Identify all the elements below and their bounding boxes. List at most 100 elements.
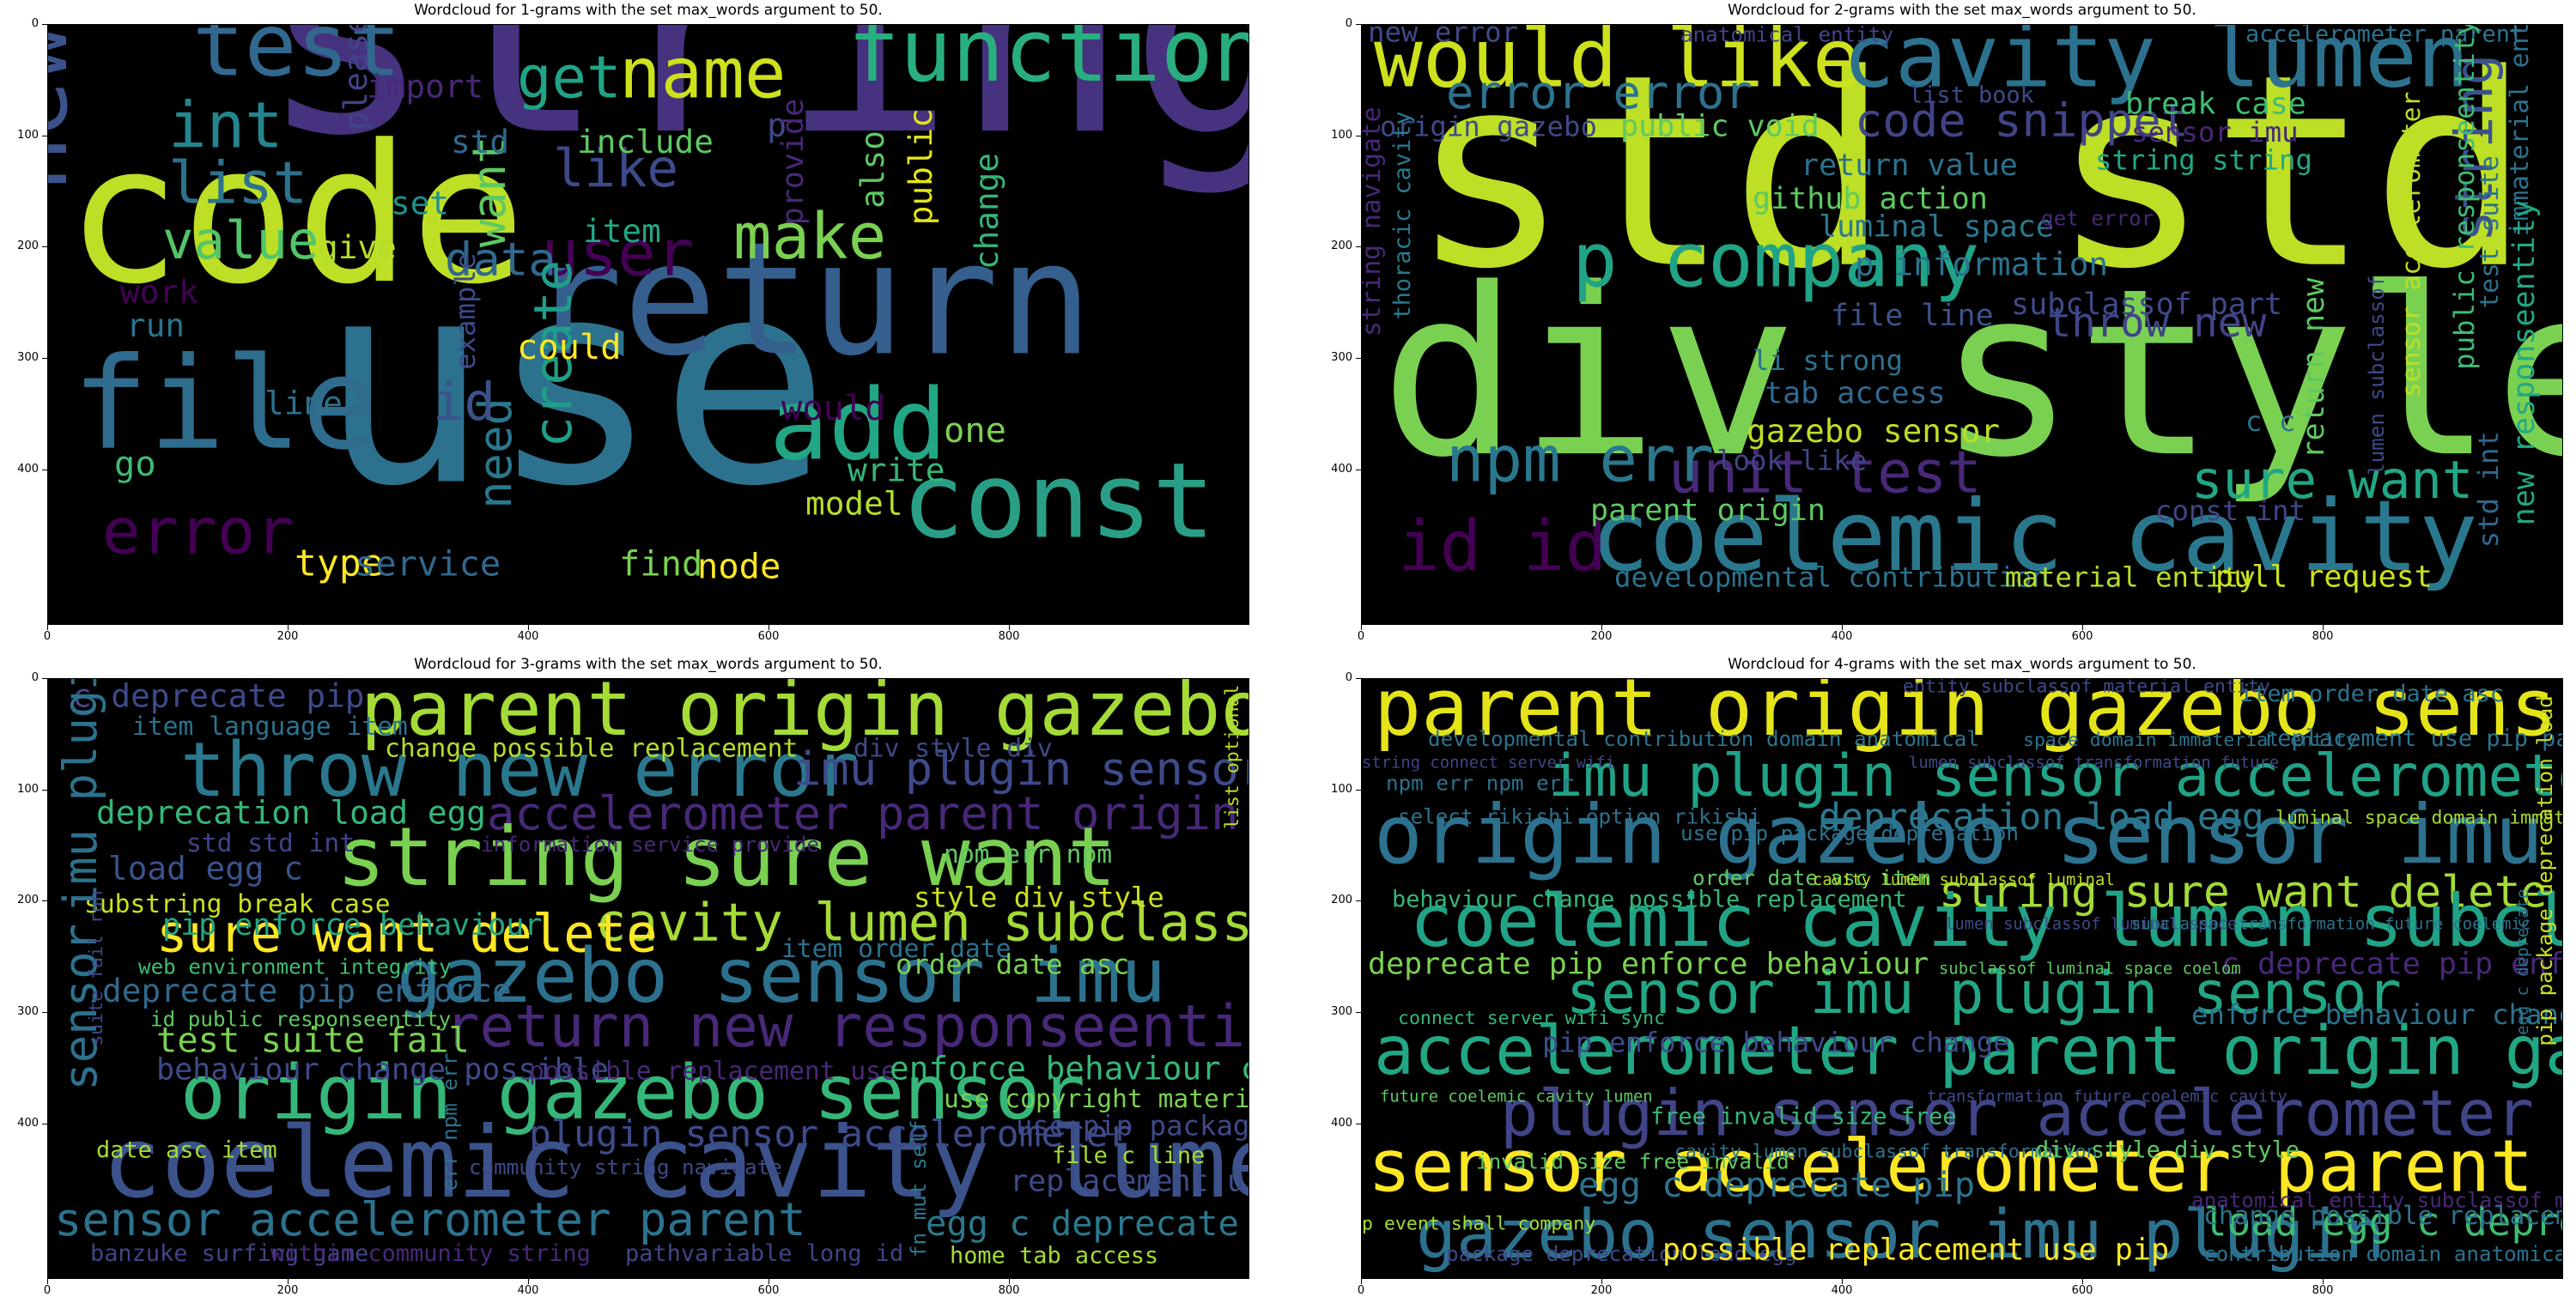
word-38: could xyxy=(517,326,622,367)
word-31: possible replacement use xyxy=(529,1057,896,1086)
word-34: pip enforce behaviour change xyxy=(1542,1026,2010,1058)
word-6: sure want delete xyxy=(156,905,658,965)
word-44: model xyxy=(805,484,903,522)
word-33: enforce behaviour change possible xyxy=(2191,998,2563,1031)
word-5: cavity lumen subclassof xyxy=(595,894,1249,954)
word-14: change possible replacement xyxy=(385,734,798,763)
word-3: cavity lumen xyxy=(1843,25,2470,106)
word-41: would xyxy=(781,387,886,428)
word-33: also xyxy=(854,130,891,209)
y-tick-label: 200 xyxy=(1331,239,1352,253)
word-22: need xyxy=(468,397,522,509)
word-24: import xyxy=(367,67,483,105)
word-12: c deprecate pip xyxy=(72,679,365,714)
word-11: error error xyxy=(1446,65,1753,119)
word-13: entity subclassof material entity xyxy=(1903,679,2270,698)
word-2: would like xyxy=(1374,25,1862,106)
x-tick-mark xyxy=(528,1279,529,1284)
word-16: accelerometer parent xyxy=(2245,25,2524,47)
x-tick-label: 400 xyxy=(1831,1284,1853,1297)
word-15: make xyxy=(733,200,886,274)
word-4: string sure want delete xyxy=(1939,868,2547,918)
word-7: accelerometer parent origin gazebo xyxy=(1374,1012,2563,1090)
chart-title: Wordcloud for 1-grams with the set max_w… xyxy=(414,2,883,19)
y-tick-label: 400 xyxy=(1331,1116,1352,1130)
word-2: use xyxy=(319,218,830,548)
word-15: developmental contribution domain anatom… xyxy=(1428,726,1979,751)
word-41: banzuke surfing game xyxy=(90,1240,368,1267)
word-46: sensor xyxy=(53,924,107,1091)
word-16: deprecation load egg xyxy=(96,794,486,832)
word-50: list optional list xyxy=(1222,679,1243,829)
word-47: suite fail run xyxy=(86,890,107,1045)
word-0: parent origin gazebo sensor xyxy=(1374,679,2563,754)
y-tick-mark xyxy=(1356,789,1361,791)
word-18: public void xyxy=(1620,110,1820,144)
word-35: change xyxy=(968,153,1005,270)
word-4: string sure want xyxy=(337,810,1116,905)
word-21: create xyxy=(524,260,584,448)
x-tick-label: 400 xyxy=(517,630,539,643)
word-43: go xyxy=(114,443,156,484)
word-33: use copyright material xyxy=(944,1084,1249,1113)
word-34: use pip package xyxy=(1016,1109,1249,1142)
x-tick-label: 600 xyxy=(2071,630,2093,643)
y-tick-label: 400 xyxy=(17,462,39,476)
word-40: string navigate xyxy=(1362,107,1386,336)
x-tick-label: 800 xyxy=(998,1284,1020,1297)
word-1: throw new error xyxy=(180,726,859,814)
x-tick-mark xyxy=(288,625,289,630)
word-12: throw new xyxy=(2047,300,2267,347)
y-tick-mark xyxy=(1356,1011,1361,1013)
word-29: deprecate pip enforce behaviour xyxy=(1368,948,1929,982)
x-tick-mark xyxy=(288,1279,289,1284)
word-13: string sure xyxy=(2445,25,2505,242)
x-tick-label: 600 xyxy=(757,1284,780,1297)
word-6: npm err xyxy=(1446,422,1714,496)
word-24: github action xyxy=(1753,182,1988,216)
word-37: developmental contribution xyxy=(1614,561,2049,594)
word-46: type xyxy=(295,542,384,585)
word-22: string string xyxy=(2095,144,2312,177)
word-17: std std int xyxy=(186,828,355,858)
y-tick-mark xyxy=(42,1011,47,1013)
y-tick-mark xyxy=(1356,246,1361,248)
word-48: egg c deprecate xyxy=(2514,889,2532,1035)
word-9: sure want xyxy=(2191,451,2473,511)
word-19: load egg c xyxy=(108,849,303,887)
word-38: cavity lumen subclassof transformation xyxy=(1674,1141,2098,1162)
x-tick-mark xyxy=(1601,1279,1602,1284)
word-41: thoracic cavity xyxy=(1389,111,1416,319)
word-39: pull request xyxy=(2215,561,2433,595)
word-45: write xyxy=(848,451,945,488)
y-tick-label: 0 xyxy=(1345,671,1352,684)
word-30: li strong xyxy=(1753,344,1903,377)
word-38: community string navigate xyxy=(469,1155,782,1179)
x-tick-mark xyxy=(1009,625,1010,630)
word-7: gazebo sensor imu xyxy=(397,932,1166,1020)
word-12: egg c deprecate pip xyxy=(1578,1164,1975,1205)
word-27: include xyxy=(577,123,714,161)
y-tick-mark xyxy=(42,357,47,359)
y-tick-label: 200 xyxy=(17,239,39,253)
word-49: new responseentity xyxy=(2507,200,2542,525)
word-4: coelemic cavity xyxy=(1590,479,2478,593)
x-tick-mark xyxy=(528,625,529,630)
y-tick-label: 400 xyxy=(17,1116,39,1130)
word-44: home tab access xyxy=(950,1243,1158,1270)
word-37: date asc item xyxy=(96,1136,277,1163)
word-40: div style div style xyxy=(2035,1136,2300,1163)
y-tick-label: 300 xyxy=(1331,350,1352,364)
word-0: std std xyxy=(1410,25,2530,328)
word-20: want xyxy=(462,136,516,248)
y-tick-label: 200 xyxy=(17,894,39,907)
word-44: package deprecation load egg xyxy=(1446,1241,1797,1266)
x-tick-mark xyxy=(1009,1279,1010,1284)
x-tick-mark xyxy=(1361,1279,1362,1284)
word-28: id public responseentity xyxy=(150,1006,451,1031)
word-25: luminal space xyxy=(1819,209,2054,244)
word-4: function xyxy=(848,25,1249,101)
word-14: error xyxy=(102,495,294,569)
word-28: set xyxy=(391,184,449,221)
